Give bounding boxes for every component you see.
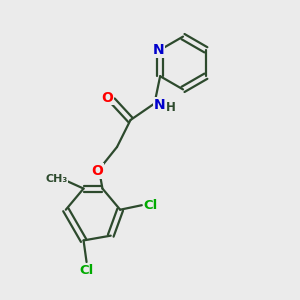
Text: O: O	[92, 164, 104, 178]
Text: Cl: Cl	[144, 199, 158, 212]
Text: N: N	[153, 43, 164, 57]
Text: N: N	[154, 98, 166, 112]
Text: CH₃: CH₃	[45, 174, 68, 184]
Text: Cl: Cl	[80, 264, 94, 277]
Text: H: H	[166, 100, 176, 114]
Text: O: O	[101, 91, 113, 104]
